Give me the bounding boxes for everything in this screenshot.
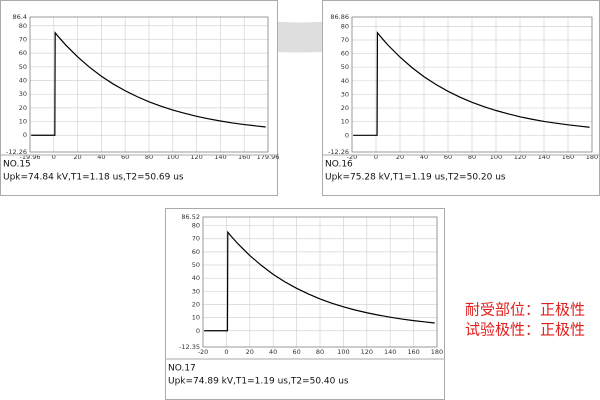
x-tick-label: 140 bbox=[384, 348, 396, 356]
y-tick-label: 10 bbox=[341, 118, 349, 126]
chart-title: NO.15 bbox=[3, 160, 31, 170]
plot-area bbox=[202, 216, 438, 348]
y-tick-label: 60 bbox=[19, 49, 27, 57]
x-tick-label: 179.96 bbox=[257, 153, 280, 161]
x-tick-label: 0 bbox=[224, 348, 228, 356]
x-tick-label: -20 bbox=[347, 153, 358, 161]
plot-area bbox=[29, 16, 269, 153]
chart-title: NO.16 bbox=[325, 160, 353, 170]
waveform bbox=[31, 31, 266, 136]
y-tick-label: 20 bbox=[192, 300, 200, 308]
x-tick-label: 20 bbox=[246, 348, 254, 356]
y-tick-label: 10 bbox=[19, 118, 27, 126]
x-tick-label: 160 bbox=[562, 153, 574, 161]
plot-area bbox=[351, 16, 593, 153]
x-tick-label: 0 bbox=[374, 153, 378, 161]
y-tick-label: 30 bbox=[19, 90, 27, 98]
waveform bbox=[353, 31, 590, 136]
y-tick-label: 20 bbox=[341, 104, 349, 112]
x-tick-label: 120 bbox=[361, 348, 373, 356]
x-tick-label: 100 bbox=[490, 153, 502, 161]
y-tick-label: -12.26 bbox=[6, 148, 27, 156]
x-tick-label: 160 bbox=[238, 153, 250, 161]
y-tick-label: 30 bbox=[192, 287, 200, 295]
y-tick-label: 10 bbox=[192, 314, 200, 322]
y-tick-label: 80 bbox=[341, 22, 349, 30]
y-tick-label: 40 bbox=[19, 76, 27, 84]
y-tick-label: 80 bbox=[192, 222, 200, 230]
y-tick-label: 60 bbox=[192, 248, 200, 256]
x-tick-label: 140 bbox=[538, 153, 550, 161]
x-tick-label: 180 bbox=[586, 153, 598, 161]
x-tick-label: 80 bbox=[145, 153, 153, 161]
chart-subtitle: Upk=74.84 kV,T1=1.18 us,T2=50.69 us bbox=[3, 173, 184, 183]
x-tick-label: -20 bbox=[198, 348, 209, 356]
x-tick-label: 40 bbox=[420, 153, 428, 161]
chart-subtitle: Upk=74.89 kV,T1=1.19 us,T2=50.40 us bbox=[168, 377, 349, 387]
x-tick-label: 120 bbox=[514, 153, 526, 161]
y-tick-label: 86.86 bbox=[330, 13, 349, 21]
x-tick-label: 40 bbox=[269, 348, 277, 356]
x-tick-label: 120 bbox=[190, 153, 202, 161]
y-tick-label: 60 bbox=[341, 50, 349, 58]
x-tick-label: 80 bbox=[316, 348, 324, 356]
y-tick-label: 40 bbox=[341, 77, 349, 85]
x-tick-label: 140 bbox=[214, 153, 226, 161]
x-tick-label: 40 bbox=[97, 153, 105, 161]
y-tick-label: 86.4 bbox=[13, 13, 27, 21]
x-tick-label: 80 bbox=[468, 153, 476, 161]
chart-title: NO.17 bbox=[168, 364, 196, 374]
y-tick-label: 70 bbox=[192, 235, 200, 243]
x-tick-label: -19.96 bbox=[20, 153, 41, 161]
y-tick-label: 50 bbox=[192, 261, 200, 269]
x-tick-label: 20 bbox=[73, 153, 81, 161]
y-tick-label: 0 bbox=[345, 131, 349, 139]
y-tick-label: 40 bbox=[192, 274, 200, 282]
chart-subtitle: Upk=75.28 kV,T1=1.19 us,T2=50.20 us bbox=[325, 173, 506, 183]
y-tick-label: 70 bbox=[19, 35, 27, 43]
x-tick-label: 60 bbox=[121, 153, 129, 161]
x-tick-label: 60 bbox=[292, 348, 300, 356]
y-tick-label: 0 bbox=[196, 327, 200, 335]
annotation: 耐受部位：正极性 bbox=[465, 301, 585, 319]
annotation: 试验极性：正极性 bbox=[465, 321, 585, 339]
x-tick-label: 180 bbox=[431, 348, 443, 356]
x-tick-label: 160 bbox=[407, 348, 419, 356]
y-tick-label: 30 bbox=[341, 90, 349, 98]
x-tick-label: 100 bbox=[167, 153, 179, 161]
x-tick-label: 100 bbox=[337, 348, 349, 356]
y-tick-label: 86.52 bbox=[181, 213, 200, 221]
y-tick-label: 0 bbox=[23, 131, 27, 139]
y-tick-label: -12.35 bbox=[179, 343, 200, 351]
y-tick-label: 20 bbox=[19, 104, 27, 112]
panel bbox=[165, 208, 445, 400]
y-tick-label: 70 bbox=[341, 36, 349, 44]
waveform bbox=[204, 230, 435, 332]
y-tick-label: 50 bbox=[19, 63, 27, 71]
x-tick-label: 20 bbox=[396, 153, 404, 161]
y-tick-label: -12.26 bbox=[328, 148, 349, 156]
y-tick-label: 80 bbox=[19, 22, 27, 30]
x-tick-label: 60 bbox=[444, 153, 452, 161]
x-tick-label: 0 bbox=[52, 153, 56, 161]
y-tick-label: 50 bbox=[341, 63, 349, 71]
